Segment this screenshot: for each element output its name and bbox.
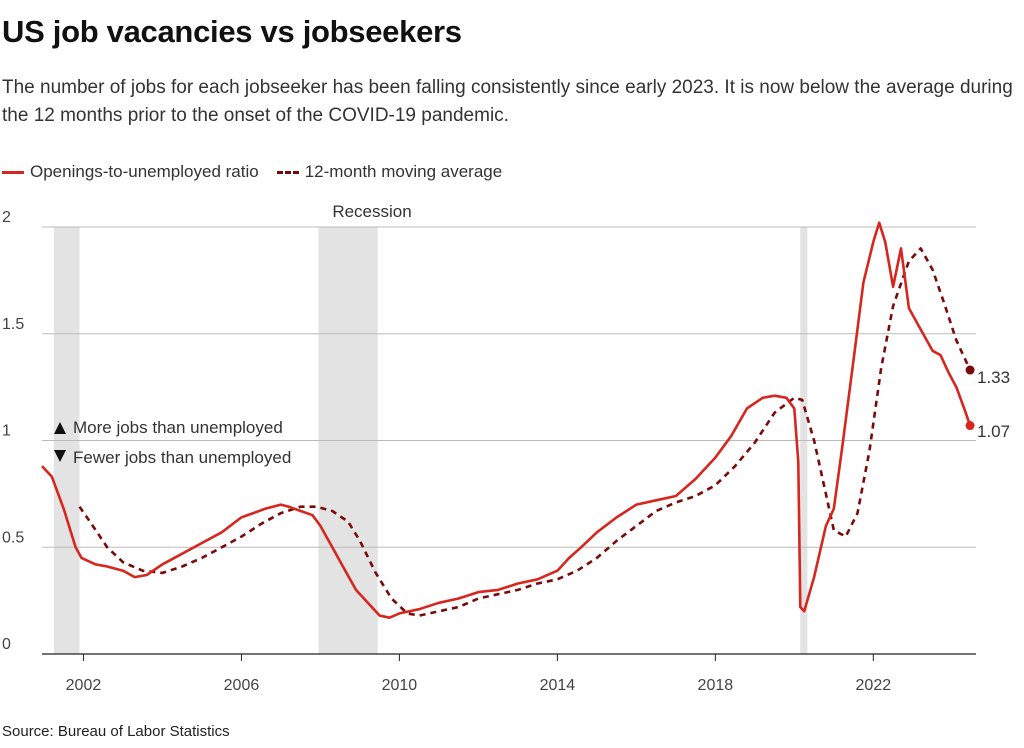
x-tick-label: 2006 [224, 677, 260, 694]
source-note: Source: Bureau of Labor Statistics [2, 723, 230, 740]
down-triangle-icon [54, 450, 66, 462]
recession-label: Recession [332, 202, 411, 221]
legend-label-average: 12-month moving average [304, 162, 503, 181]
x-tick-label: 2010 [382, 677, 418, 694]
line-chart: 2002 2006 2010 2014 2018 2022 0 0.5 1 1.5 2 Reces… [2, 202, 1010, 694]
x-tick-label: 2022 [856, 677, 892, 694]
legend-item-average: 12-month moving average [276, 162, 503, 182]
y-tick-label: 1 [2, 423, 11, 440]
ratio-end-point [965, 421, 975, 431]
moving-average-line [78, 247, 972, 617]
legend-label-ratio: Openings-to-unemployed ratio [30, 162, 259, 181]
last-ratio-label: 1.07 [977, 422, 1010, 441]
x-tick-label: 2014 [540, 677, 576, 694]
moving-average-end-point [965, 365, 975, 375]
legend-item-ratio: Openings-to-unemployed ratio [2, 162, 259, 182]
x-tick-label: 2002 [66, 677, 102, 694]
legend-swatch-solid-line [2, 170, 24, 174]
more-jobs-label: More jobs than unemployed [73, 418, 283, 437]
legend-swatch-dashed-line [276, 170, 299, 174]
y-tick-label: 2 [2, 209, 11, 226]
chart-subtitle: The number of jobs for each jobseeker ha… [2, 77, 1013, 126]
y-tick-label: 1.5 [2, 316, 24, 333]
fewer-jobs-label: Fewer jobs than unemployed [73, 448, 291, 467]
y-tick-label: 0 [2, 636, 11, 653]
last-average-label: 1.33 [977, 368, 1010, 387]
y-tick-label: 0.5 [2, 529, 24, 546]
chart-title: US job vacancies vs jobseekers [2, 14, 462, 49]
legend: Openings-to-unemployed ratio 12-month mo… [2, 162, 520, 182]
x-tick-label: 2018 [698, 677, 734, 694]
ratio-line [41, 221, 972, 620]
up-triangle-icon [54, 422, 66, 434]
